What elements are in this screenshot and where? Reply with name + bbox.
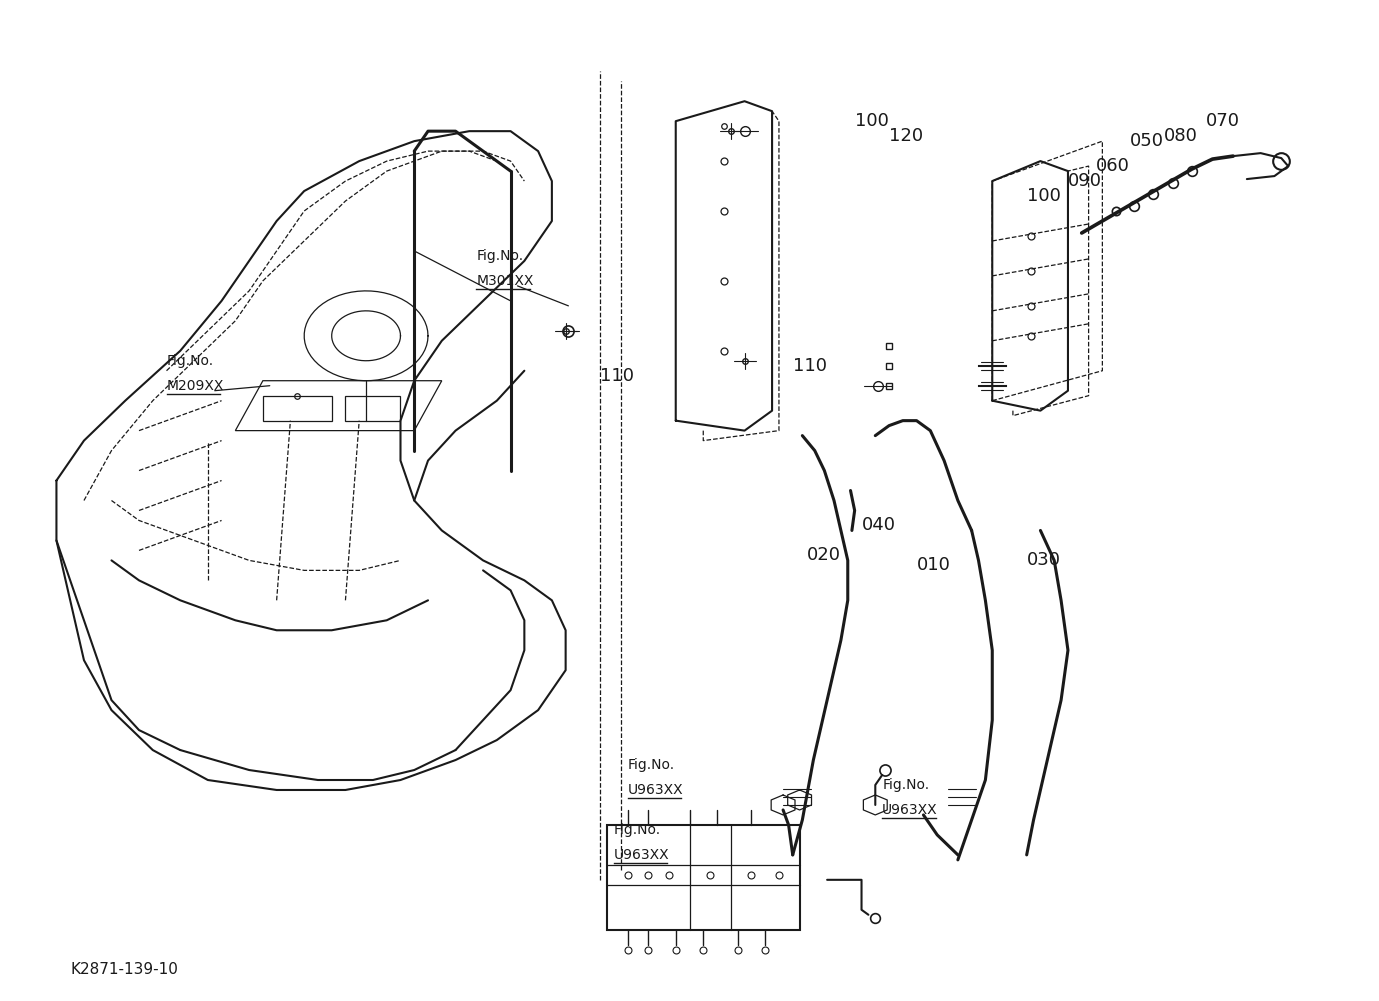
- Text: U963XX: U963XX: [614, 848, 669, 862]
- Text: 040: 040: [862, 517, 895, 535]
- Text: Fig.No.: Fig.No.: [627, 758, 674, 772]
- Text: 090: 090: [1067, 172, 1102, 190]
- Text: U963XX: U963XX: [883, 803, 938, 817]
- Text: Fig.No.: Fig.No.: [883, 778, 929, 792]
- Text: Fig.No.: Fig.No.: [614, 823, 661, 837]
- Text: 060: 060: [1095, 157, 1129, 175]
- Text: 050: 050: [1129, 132, 1164, 150]
- Bar: [263, 395, 332, 420]
- Text: 110: 110: [600, 366, 634, 384]
- Text: M301XX: M301XX: [476, 274, 534, 288]
- Text: U963XX: U963XX: [627, 783, 683, 797]
- Text: 120: 120: [889, 127, 923, 145]
- Text: 080: 080: [1164, 127, 1198, 145]
- Text: M209XX: M209XX: [167, 378, 223, 392]
- Text: 100: 100: [1027, 187, 1060, 205]
- Text: 020: 020: [807, 547, 840, 565]
- Text: 100: 100: [855, 112, 888, 130]
- Text: 010: 010: [917, 557, 950, 575]
- Text: Fig.No.: Fig.No.: [476, 249, 523, 263]
- Text: K2871-139-10: K2871-139-10: [70, 962, 178, 977]
- Text: 110: 110: [793, 356, 827, 374]
- Text: Fig.No.: Fig.No.: [167, 353, 214, 367]
- Text: 070: 070: [1205, 112, 1240, 130]
- Text: 030: 030: [1027, 552, 1060, 570]
- Bar: [346, 395, 400, 420]
